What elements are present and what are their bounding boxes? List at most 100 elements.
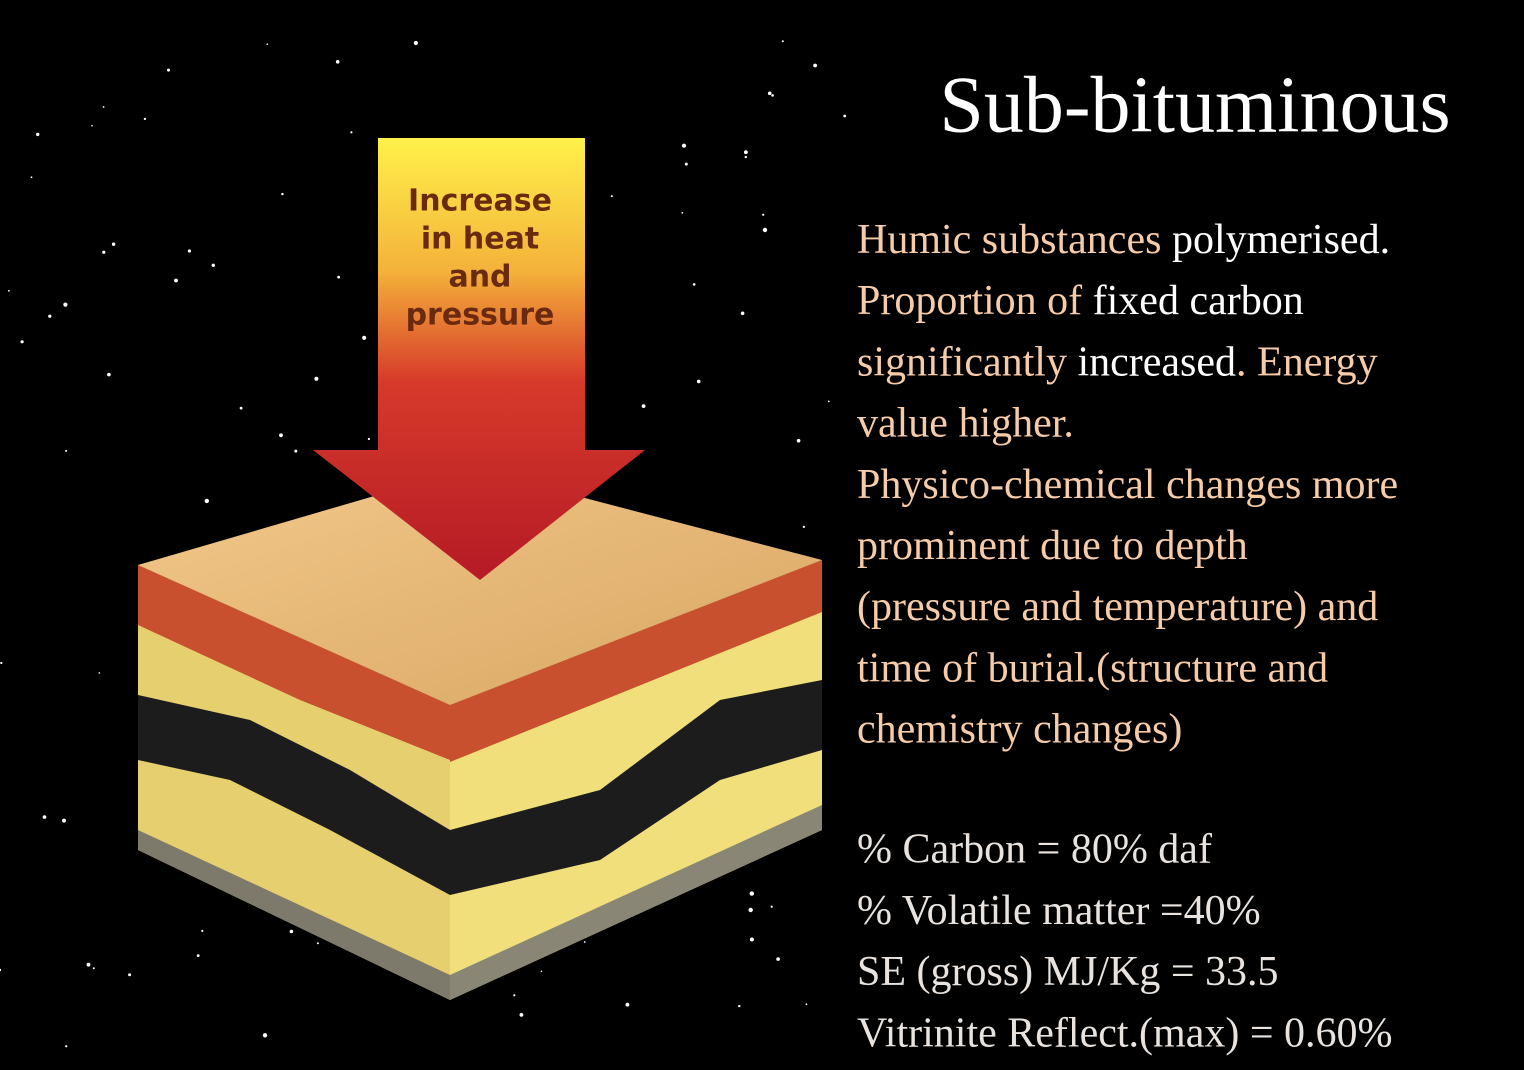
star [262,1033,268,1038]
star [266,43,269,45]
layer-coal-right [450,680,822,895]
star [796,438,801,443]
star [641,404,646,408]
star [91,124,93,127]
arrow-label-line: and [448,260,511,295]
property-line: SE (gross) MJ/Kg = 33.5 [857,949,1279,995]
layer-base-left [138,830,450,1000]
properties: % Carbon = 80% daf % Volatile matter =40%… [857,827,1393,1057]
block-top-face [138,468,822,705]
text-segment: Physico-chemical changes more [857,461,1398,507]
description-line: time of burial.(structure and [857,645,1328,691]
star [294,449,298,453]
star [802,525,806,529]
star [102,250,106,254]
star [289,929,294,934]
description-line: prominent due to depth [857,523,1248,569]
star [63,302,68,307]
description-line: Proportion of fixed carbon [857,278,1304,324]
star [776,957,780,961]
star [281,192,284,196]
star [771,94,774,97]
star [36,132,40,137]
arrow-label-line: Increase [408,184,552,219]
star [239,406,243,410]
star [744,155,747,159]
text-segment: time of burial.(structure and [857,645,1328,691]
arrow-label-line: pressure [406,298,555,333]
star [86,962,91,967]
layer-base-right [450,805,822,1000]
star [30,176,33,179]
star [744,150,748,155]
star [0,968,2,972]
layer-red-left [138,565,450,760]
star [749,937,754,942]
text-segment: significantly [857,339,1077,385]
text-segment: polymerised. [1172,217,1390,263]
star [92,967,95,970]
text-segment: prominent due to depth [857,523,1248,569]
star [749,891,754,896]
star [204,498,209,504]
description-line: (pressure and temperature) and [857,584,1378,630]
text-segment: fixed carbon [1093,278,1304,324]
text-segment: . Energy [1236,339,1378,385]
star [167,68,170,72]
text-segment: chemistry changes) [857,706,1182,752]
star [102,106,105,108]
star [681,212,684,214]
star [827,400,830,403]
text-segment: (pressure and temperature) and [857,584,1378,630]
star [583,941,586,943]
star [98,672,101,674]
star [42,815,47,819]
star [519,1013,524,1017]
star [610,195,613,198]
description: Humic substances polymerised. Proportion … [857,217,1398,753]
text-segment: Humic substances [857,217,1172,263]
star [111,242,116,246]
star [748,907,753,913]
star [337,275,340,279]
star [413,40,418,46]
star [335,60,340,64]
layer-red-right [450,560,822,762]
star [0,661,3,665]
star [770,905,773,908]
text-segment: Proportion of [857,278,1093,324]
star [684,162,688,166]
star [211,263,215,267]
description-line: significantly increased. Energy [857,339,1378,385]
star [362,335,367,340]
star [762,213,765,216]
star [107,372,111,377]
star [740,311,745,316]
title: Sub-bituminous [939,61,1450,149]
description-line: value higher. [857,400,1074,446]
arrow-label-line: in heat [421,222,539,257]
star [350,131,353,134]
star [174,278,178,283]
text-segment: value higher. [857,400,1074,446]
description-line: Physico-chemical changes more [857,461,1398,507]
star [843,114,847,118]
description-line: chemistry changes) [857,706,1182,752]
star [738,1004,741,1008]
star [62,818,66,823]
star [540,970,543,973]
property-line: % Carbon = 80% daf [857,827,1212,873]
star [65,1045,68,1048]
star [20,340,24,344]
property-line: Vitrinite Reflect.(max) = 0.60% [857,1011,1393,1057]
property-line: % Volatile matter =40% [857,888,1261,934]
star [65,449,68,452]
star [692,283,696,286]
description-line: Humic substances polymerised. [857,217,1390,263]
star [187,249,191,253]
star [813,63,817,68]
star [316,942,319,945]
